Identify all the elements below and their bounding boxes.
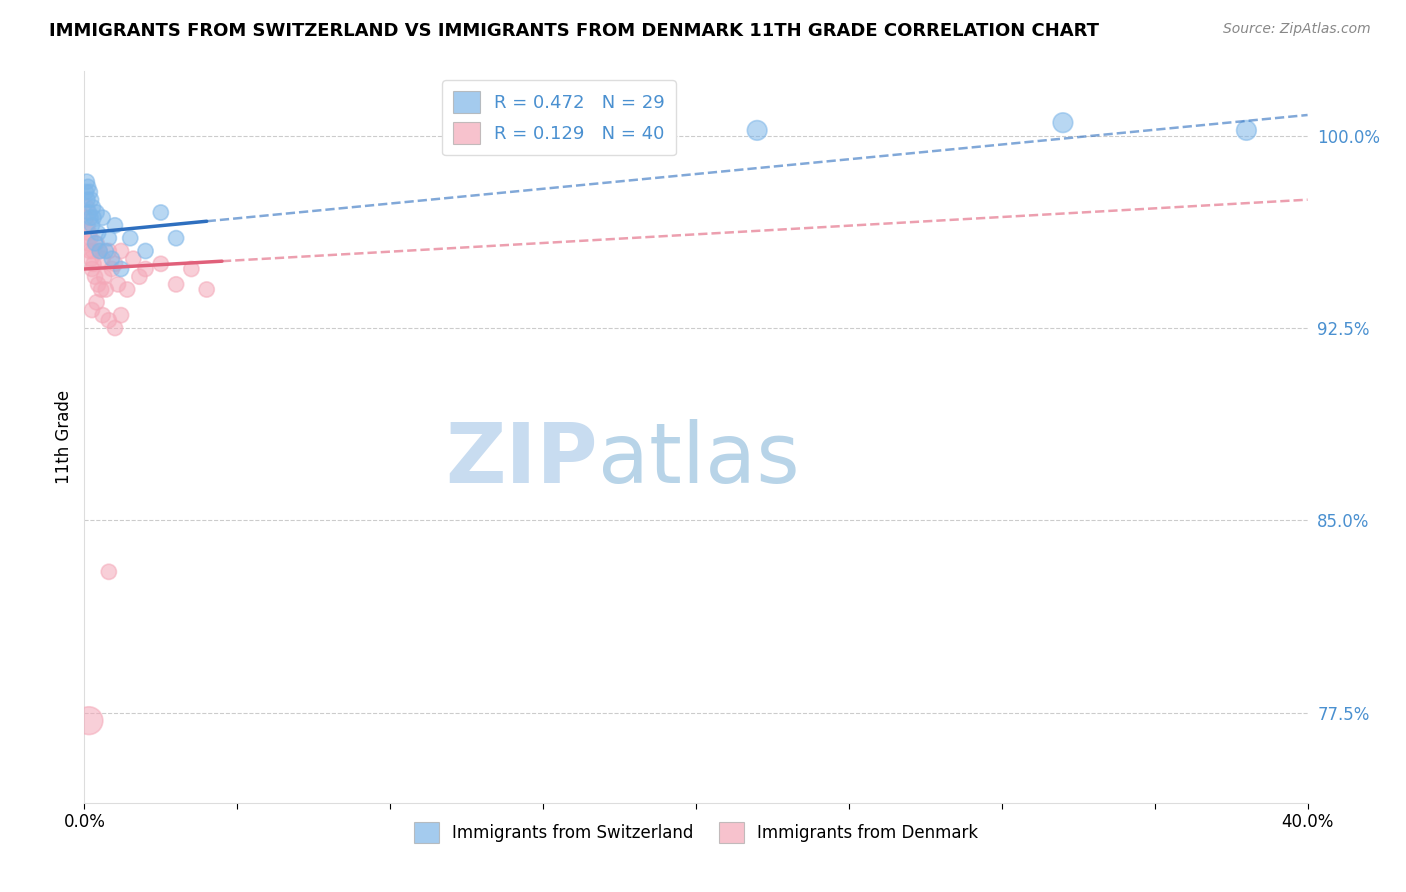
Point [165, 231, 187, 245]
Text: ZIP: ZIP [446, 418, 598, 500]
Point [165, 277, 187, 292]
Point [107, 277, 129, 292]
Point [135, 262, 157, 277]
Point [80, 262, 103, 277]
Point [94, 244, 117, 258]
Point [75, 211, 97, 225]
Point [76, 175, 98, 189]
Point [135, 244, 157, 258]
Point [87, 277, 110, 292]
Point [97, 231, 120, 245]
Point [77, 205, 100, 219]
Point [80, 252, 103, 266]
Point [91, 308, 114, 322]
Point [84, 236, 107, 251]
Point [93, 269, 115, 284]
Point [94, 283, 117, 297]
Point [82, 244, 104, 258]
Point [149, 205, 172, 219]
Point [89, 244, 111, 258]
Point [110, 244, 132, 258]
Point [87, 226, 110, 240]
Point [747, 123, 769, 137]
Point [195, 283, 218, 297]
Point [128, 269, 150, 284]
Point [90, 283, 112, 297]
Point [531, 128, 554, 143]
Point [89, 244, 111, 258]
Point [79, 211, 101, 225]
Point [80, 193, 103, 207]
Point [115, 283, 138, 297]
Point [83, 257, 105, 271]
Point [86, 295, 108, 310]
Point [149, 257, 172, 271]
Point [77, 236, 100, 251]
Point [80, 219, 103, 233]
Point [101, 262, 124, 277]
Point [79, 244, 101, 258]
Text: atlas: atlas [598, 418, 800, 500]
Point [1236, 123, 1258, 137]
Point [120, 231, 142, 245]
Point [91, 252, 114, 266]
Point [101, 252, 124, 266]
Point [104, 321, 127, 335]
Point [104, 219, 127, 233]
Y-axis label: 11th Grade: 11th Grade [55, 390, 73, 484]
Point [86, 205, 108, 219]
Point [77, 226, 100, 240]
Point [1052, 116, 1074, 130]
Point [82, 200, 104, 214]
Text: Source: ZipAtlas.com: Source: ZipAtlas.com [1223, 22, 1371, 37]
Point [76, 200, 98, 214]
Point [84, 269, 107, 284]
Point [97, 244, 120, 258]
Point [75, 185, 97, 199]
Point [104, 257, 127, 271]
Point [110, 308, 132, 322]
Point [86, 236, 108, 251]
Legend: Immigrants from Switzerland, Immigrants from Denmark: Immigrants from Switzerland, Immigrants … [408, 815, 984, 849]
Point [83, 211, 105, 225]
Point [77, 714, 100, 728]
Point [110, 262, 132, 277]
Point [80, 303, 103, 318]
Point [97, 313, 120, 327]
Point [76, 193, 98, 207]
Point [77, 179, 100, 194]
Point [91, 211, 114, 225]
Point [122, 252, 145, 266]
Point [76, 219, 98, 233]
Point [79, 185, 101, 199]
Text: IMMIGRANTS FROM SWITZERLAND VS IMMIGRANTS FROM DENMARK 11TH GRADE CORRELATION CH: IMMIGRANTS FROM SWITZERLAND VS IMMIGRANT… [49, 22, 1099, 40]
Point [97, 565, 120, 579]
Point [79, 231, 101, 245]
Point [180, 262, 202, 277]
